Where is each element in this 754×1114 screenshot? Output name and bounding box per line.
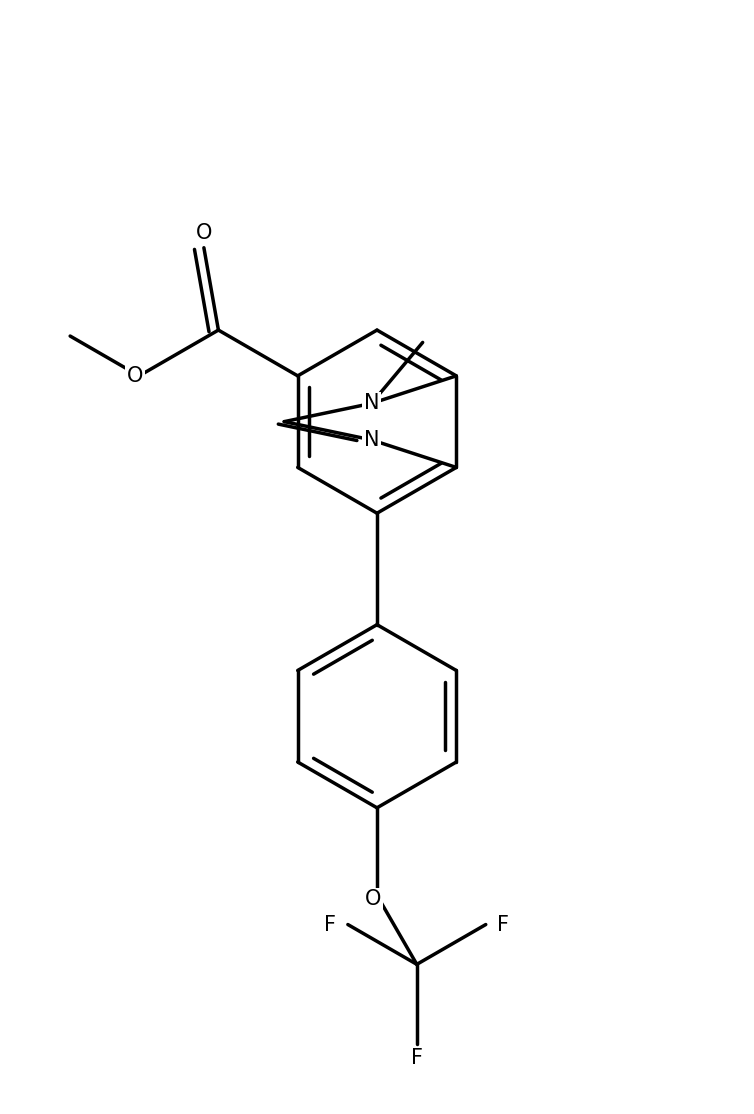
Text: O: O — [365, 889, 382, 909]
Text: N: N — [363, 430, 379, 450]
Text: O: O — [196, 224, 212, 244]
Text: F: F — [498, 915, 509, 935]
Text: O: O — [127, 365, 143, 385]
Text: F: F — [411, 1048, 423, 1068]
Text: F: F — [324, 915, 336, 935]
Text: N: N — [363, 393, 379, 413]
